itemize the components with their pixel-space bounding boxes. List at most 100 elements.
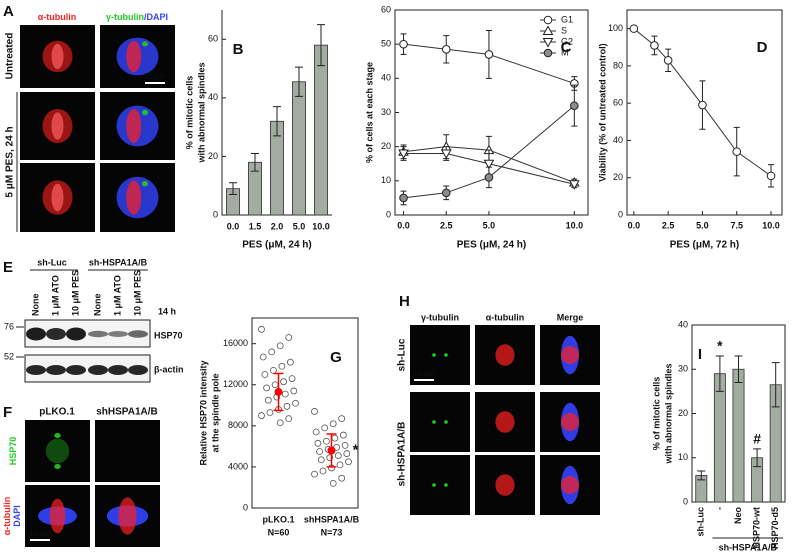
- x-tick-label: 2.0: [271, 221, 284, 231]
- group-label: sh-HSPA1A/B: [719, 542, 778, 552]
- marker: [629, 24, 639, 33]
- y-axis-label: % of mitotic cells: [184, 76, 194, 150]
- micrograph: [410, 392, 470, 452]
- group-label: sh-HSPA1A/B: [89, 257, 148, 267]
- stain: [51, 112, 64, 140]
- mw-marker: 52: [4, 351, 14, 361]
- y-tick-label: 40: [678, 319, 688, 329]
- plot-frame: [626, 9, 783, 216]
- row-label-part: α-tubulin: [2, 497, 12, 536]
- data-point: [311, 408, 318, 415]
- y-tick-label: 0: [683, 496, 688, 506]
- panel-label: E: [3, 259, 13, 276]
- stain: [561, 476, 579, 494]
- y-tick-label: 10: [381, 175, 391, 185]
- stain: [444, 483, 448, 487]
- series-line: [403, 105, 575, 199]
- stain: [142, 180, 148, 187]
- stain: [118, 497, 137, 535]
- x-axis-label: PES (μM, 24 h): [457, 240, 526, 251]
- lane-label: None: [92, 294, 102, 317]
- series-line: [403, 146, 575, 184]
- scale-bar-label: 10 μm: [144, 72, 167, 81]
- blot-band: [46, 365, 66, 375]
- series-line: [633, 28, 772, 177]
- y-axis-label: Relative HSP70 intensity: [198, 360, 208, 465]
- x-tick-label: -: [714, 507, 724, 510]
- column-header: α-tubulin: [486, 312, 525, 322]
- y-tick-label: 60: [208, 34, 218, 44]
- data-point: [338, 415, 346, 423]
- column-header: Merge: [557, 312, 584, 322]
- column-header-part: γ-tubulin: [106, 12, 144, 22]
- y-axis-label: % of mitotic cells: [651, 377, 661, 451]
- stain: [54, 433, 61, 438]
- stain: [444, 353, 448, 357]
- stain: [495, 411, 515, 433]
- stain: [561, 413, 579, 431]
- micrograph: [410, 325, 470, 385]
- data-point: [271, 381, 279, 389]
- marker: [542, 38, 554, 48]
- panel-label: A: [3, 3, 14, 20]
- bar: [291, 81, 306, 216]
- band-label: β-actin: [154, 364, 184, 374]
- mean-marker: [327, 446, 336, 455]
- stain: [51, 183, 64, 212]
- error-bar: [295, 66, 303, 97]
- data-point: [264, 396, 272, 404]
- data-point: [326, 454, 334, 462]
- mean-marker: [274, 387, 283, 396]
- column-header: shHSPA1A/B: [96, 407, 158, 418]
- y-tick-label: 0: [386, 209, 391, 219]
- x-tick-label: 0.0: [628, 220, 641, 230]
- stain: [126, 180, 142, 215]
- data-point: [343, 450, 351, 457]
- y-tick-label: 0: [213, 209, 218, 219]
- column-header-part: α-tubulin: [38, 12, 77, 22]
- legend-label: G1: [561, 14, 573, 24]
- y-axis-label: with abnormal spindles: [663, 363, 673, 464]
- data-point: [276, 342, 284, 350]
- legend-label: G2: [561, 36, 573, 46]
- x-tick-label: 5.0: [293, 221, 306, 231]
- y-tick-label: 20: [208, 151, 218, 161]
- mw-marker: 76: [4, 321, 14, 331]
- stain: [126, 40, 142, 73]
- data-point: [336, 461, 344, 469]
- y-axis-label: with abnormal spindles: [196, 62, 206, 163]
- panel-label: D: [757, 39, 768, 56]
- blot-band: [26, 327, 46, 341]
- y-tick-label: 20: [613, 172, 623, 182]
- stain: [495, 344, 515, 366]
- data-point: [331, 434, 339, 442]
- error-bar: [273, 106, 281, 137]
- stain: [561, 346, 579, 364]
- data-point: [316, 448, 324, 455]
- data-point: [311, 470, 318, 478]
- stain: [49, 498, 66, 534]
- y-tick-label: 60: [613, 98, 623, 108]
- error-bar: [715, 355, 724, 392]
- panel-label: H: [399, 293, 410, 310]
- y-axis-label: Viability (% of untreated control): [597, 43, 607, 181]
- y-tick-label: 30: [381, 107, 391, 117]
- panel-label: G: [330, 349, 342, 366]
- stain: [444, 420, 448, 424]
- data-point: [268, 348, 276, 356]
- bar: [313, 44, 328, 216]
- x-tick-label: 2.5: [440, 220, 453, 230]
- x-tick-label: pLKO.1: [262, 514, 294, 524]
- x-tick-label: 10.0: [566, 220, 584, 230]
- legend-label: S: [561, 25, 567, 35]
- marker: [484, 50, 494, 59]
- x-tick-label: shHSPA1A/B: [304, 514, 360, 524]
- data-point: [285, 334, 293, 341]
- blot-band: [128, 365, 148, 375]
- y-tick-label: 80: [613, 60, 623, 70]
- error-bar: [697, 470, 706, 481]
- marker: [698, 100, 707, 110]
- data-point: [292, 399, 299, 407]
- stain: [432, 353, 436, 357]
- micrograph: [410, 455, 470, 515]
